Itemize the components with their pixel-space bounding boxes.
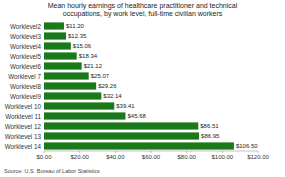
data-label: $25.07: [91, 73, 110, 79]
bar: [44, 42, 71, 49]
data-label: $32.14: [103, 93, 122, 99]
bar: [44, 102, 114, 109]
category-label: Worklevel3: [10, 33, 42, 40]
data-label: $106.50: [236, 143, 258, 149]
bar: [44, 92, 101, 99]
category-label: Worklevel 11: [5, 113, 41, 120]
category-label: Worklevel 12: [5, 123, 42, 130]
bar: [44, 122, 198, 129]
category-label: Worklevel 10: [5, 103, 42, 110]
bar: [44, 82, 96, 89]
bar: [44, 72, 89, 79]
bar: [44, 32, 66, 39]
category-label: Worklevel8: [10, 83, 42, 90]
x-tick: [44, 151, 45, 153]
data-label: $39.41: [116, 103, 135, 109]
x-tick: [222, 151, 223, 153]
data-label: $15.06: [73, 43, 92, 49]
x-tick: [258, 151, 259, 153]
bar: [44, 112, 125, 119]
data-label: $11.20: [66, 23, 85, 29]
data-label: $12.35: [68, 33, 87, 39]
data-label: $29.26: [98, 83, 117, 89]
x-tick-label: $20.00: [70, 154, 89, 160]
data-label: $86.95: [201, 133, 220, 139]
title-line: Mean hourly earnings of healthcare pract…: [48, 2, 238, 10]
data-label: $21.12: [84, 63, 103, 69]
category-label: Worklevel5: [10, 53, 42, 60]
title: Mean hourly earnings of healthcare pract…: [48, 2, 238, 18]
x-tick: [79, 151, 80, 153]
category-label: Worklevel2: [10, 23, 42, 30]
bar: [44, 22, 64, 29]
category-label: Worklevel4: [10, 43, 42, 50]
category-label: Worklevel6: [10, 63, 42, 70]
bar: [44, 62, 82, 69]
x-tick: [115, 151, 116, 153]
category-label: Worklevel 7: [8, 73, 41, 80]
bar: [44, 132, 199, 139]
bar: [44, 52, 77, 59]
bar: [44, 142, 234, 149]
x-tick: [186, 151, 187, 153]
x-tick-label: $120.00: [247, 154, 269, 160]
x-tick-label: $0.00: [36, 154, 52, 160]
x-tick-label: $80.00: [177, 154, 196, 160]
x-tick-label: $100.00: [211, 154, 233, 160]
title-line: occupations, by work level, full-time ci…: [63, 10, 223, 18]
data-label: $45.68: [127, 113, 146, 119]
x-tick-label: $60.00: [142, 154, 161, 160]
category-label: Worklevel 14: [5, 143, 42, 150]
x-tick-label: $40.00: [106, 154, 125, 160]
chart: Mean hourly earnings of healthcare pract…: [0, 0, 285, 177]
x-tick: [151, 151, 152, 153]
bars: [44, 22, 234, 149]
category-label: Worklevel 13: [5, 133, 42, 140]
data-label: $86.51: [200, 123, 219, 129]
source: Source: U.S. Bureau of Labor Statistics: [4, 168, 100, 174]
data-label: $18.34: [79, 53, 98, 59]
category-label: Worklevel9: [10, 93, 42, 100]
